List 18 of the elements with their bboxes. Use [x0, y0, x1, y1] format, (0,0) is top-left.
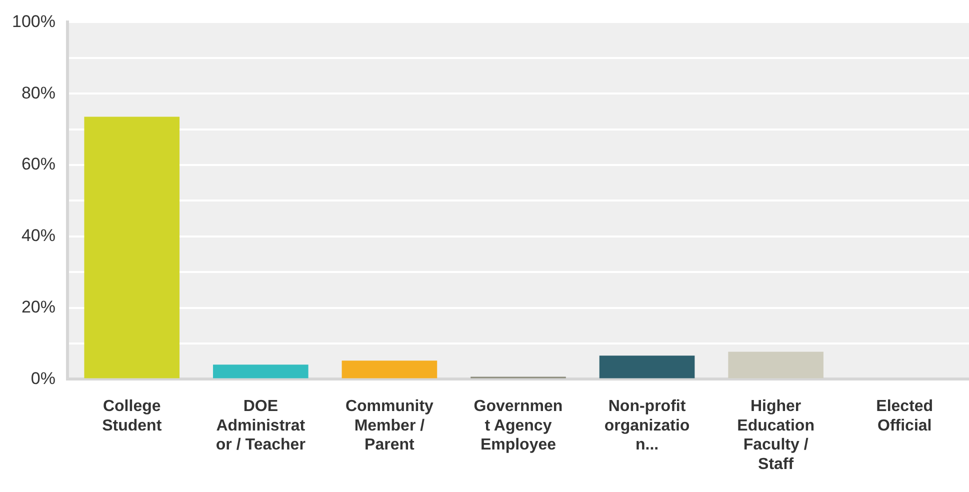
bar — [213, 364, 308, 378]
y-tick-label: 60% — [21, 154, 56, 174]
bar — [84, 116, 180, 378]
x-tick-label: Higher Education Faculty / Staff — [737, 398, 814, 473]
x-tick-label: Community Member / Parent — [345, 398, 434, 454]
x-tick-label: Government Agency Employee — [474, 398, 563, 454]
x-tick-label: DOE Administrator / Teacher — [216, 398, 306, 454]
x-tick-label: Elected Official — [876, 398, 934, 434]
bar — [728, 352, 824, 378]
y-tick-label: 40% — [21, 226, 56, 246]
x-tick-label: Non-profit organization... — [604, 398, 690, 454]
y-tick-label: 20% — [21, 297, 56, 316]
bar — [599, 356, 695, 378]
y-tick-label: 80% — [21, 83, 56, 102]
y-tick-label: 0% — [30, 368, 56, 388]
x-tick-label: College Student — [102, 398, 162, 434]
bar — [342, 360, 438, 378]
y-tick-label: 100% — [12, 12, 56, 31]
